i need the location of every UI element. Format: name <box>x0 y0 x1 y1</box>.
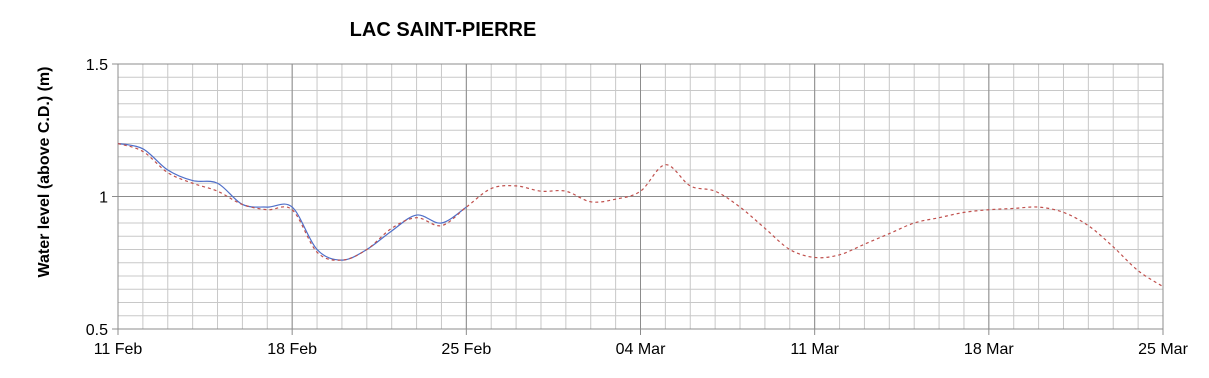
y-tick-label: 1.5 <box>86 57 108 74</box>
x-tick-label: 11 Mar <box>790 341 839 358</box>
x-tick-label: 11 Feb <box>94 341 143 358</box>
line-series <box>117 142 1164 288</box>
x-tick-label: 18 Mar <box>964 341 1014 358</box>
y-axis-label: Water level (above C.D.) (m) <box>36 66 53 278</box>
plot-frame <box>117 63 1164 330</box>
y-tick-label: 0.5 <box>86 322 108 339</box>
x-tick-label: 04 Mar <box>616 341 666 358</box>
x-tick-label: 18 Feb <box>267 341 317 358</box>
x-tick-label: 25 Feb <box>441 341 491 358</box>
chart-title: LAC SAINT-PIERRE <box>350 19 537 41</box>
y-tick-label: 1 <box>99 190 108 207</box>
line-series <box>117 142 467 261</box>
x-tick-label: 25 Mar <box>1138 341 1188 358</box>
